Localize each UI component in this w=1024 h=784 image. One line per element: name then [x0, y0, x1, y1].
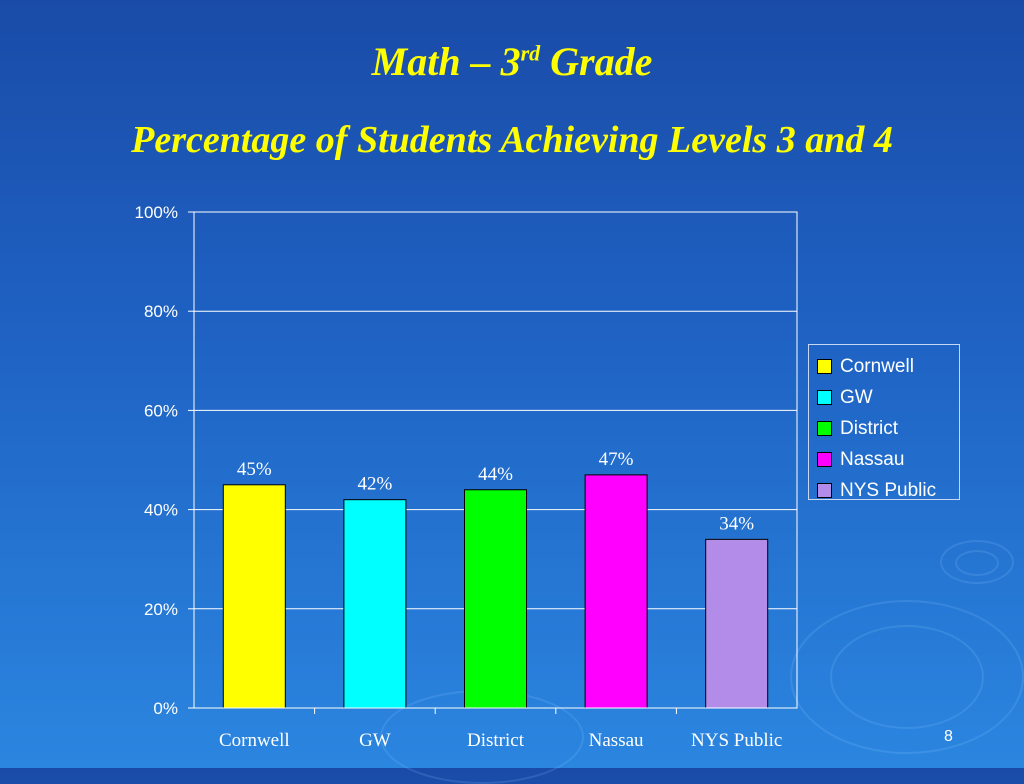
legend-item: Cornwell	[817, 351, 959, 382]
legend-swatch	[817, 452, 832, 467]
chart-legend: Cornwell GW District Nassau NYS Public	[808, 344, 960, 501]
x-tick-label: Cornwell	[219, 730, 290, 751]
legend-item: District	[817, 413, 959, 444]
bar	[343, 499, 407, 709]
y-tick-label: 0%	[153, 699, 178, 718]
legend-swatch	[817, 483, 832, 498]
legend-item: NYS Public	[817, 475, 959, 506]
legend-swatch	[817, 390, 832, 405]
legend-label: District	[840, 417, 899, 439]
y-tick-label: 40%	[144, 501, 178, 520]
bar	[464, 489, 527, 709]
ripple-decoration	[790, 600, 1024, 754]
plot-area	[193, 211, 798, 709]
x-tick-label: District	[467, 730, 525, 751]
legend-label: Nassau	[840, 448, 905, 470]
legend-item: GW	[817, 382, 959, 413]
slide-title: Math – 3rd Grade	[371, 39, 653, 84]
ripple-decoration	[940, 540, 1014, 584]
ripple-decoration	[955, 550, 999, 576]
slide-subtitle: Percentage of Students Achieving Levels …	[131, 119, 893, 161]
y-tick-label: 80%	[144, 302, 178, 321]
y-tick-label: 60%	[144, 401, 178, 420]
legend-label: GW	[840, 386, 873, 408]
legend-swatch	[817, 421, 832, 436]
data-label: 45%	[237, 459, 272, 480]
legend-swatch	[817, 359, 832, 374]
bar	[222, 484, 286, 709]
x-tick-label: GW	[359, 730, 391, 751]
bar-chart: 45% 42% 44% 47% 34% 0% 20% 40% 60% 80% 100% Cornwe…	[135, 203, 798, 751]
y-tick-label: 100%	[135, 203, 178, 222]
data-label: 47%	[599, 449, 634, 470]
x-tick-label: NYS Public	[691, 730, 782, 751]
y-tick-label: 20%	[144, 600, 178, 619]
x-tick-label: Nassau	[589, 730, 644, 751]
data-label: 34%	[719, 513, 754, 534]
legend-label: Cornwell	[840, 355, 914, 377]
data-label: 42%	[357, 474, 392, 495]
legend-item: Nassau	[817, 444, 959, 475]
slide-number: 8	[944, 728, 953, 745]
bar	[584, 474, 648, 709]
data-label: 44%	[478, 464, 513, 485]
ripple-decoration	[830, 625, 984, 729]
legend-label: NYS Public	[840, 479, 937, 501]
bar	[705, 538, 769, 709]
